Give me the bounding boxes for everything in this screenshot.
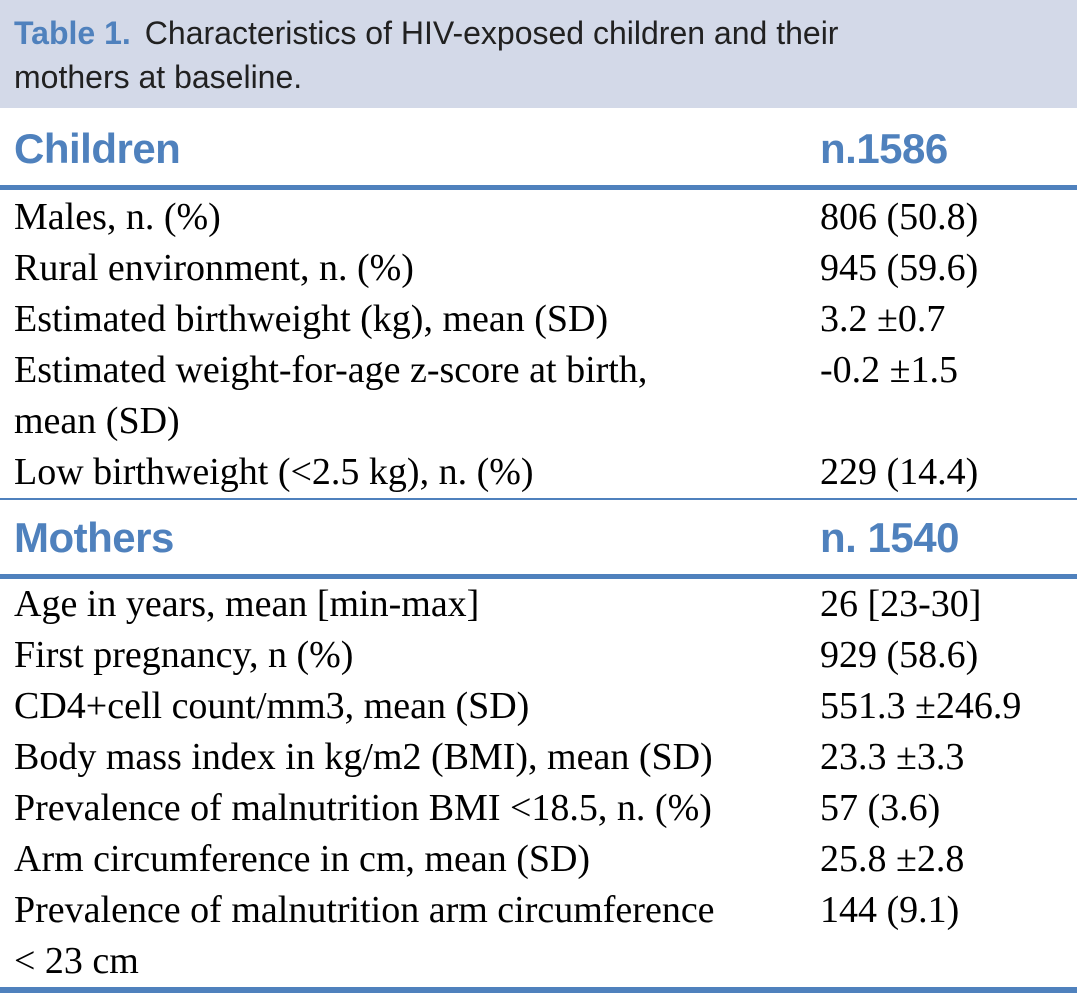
table-row: CD4+cell count/mm3, mean (SD) 551.3 ±246… bbox=[14, 681, 1077, 732]
row-label: Estimated weight-for-age z-score at birt… bbox=[14, 349, 648, 442]
row-value: 26 [23-30] bbox=[820, 583, 982, 625]
table-row: Body mass index in kg/m2 (BMI), mean (SD… bbox=[14, 732, 1077, 783]
table-caption: Table 1. Characteristics of HIV-exposed c… bbox=[0, 0, 1077, 108]
row-label: Estimated birthweight (kg), mean (SD) bbox=[14, 298, 609, 340]
table-row: Males, n. (%) 806 (50.8) bbox=[14, 192, 1077, 243]
row-value: 945 (59.6) bbox=[820, 247, 979, 289]
section-header-children: Children n.1586 bbox=[0, 108, 1077, 190]
table-row: Prevalence of malnutrition BMI <18.5, n.… bbox=[14, 783, 1077, 834]
row-value: 551.3 ±246.9 bbox=[820, 685, 1022, 727]
section-title: Mothers bbox=[14, 514, 174, 561]
table-number-label: Table 1. bbox=[14, 15, 131, 51]
table-row: First pregnancy, n (%) 929 (58.6) bbox=[14, 630, 1077, 681]
row-label: Prevalence of malnutrition BMI <18.5, n.… bbox=[14, 787, 712, 829]
section-title: Children bbox=[14, 125, 181, 172]
section-header-mothers: Mothers n. 1540 bbox=[0, 500, 1077, 579]
table-bottom-rule bbox=[0, 987, 1077, 993]
mothers-rows: Age in years, mean [min-max] 26 [23-30] … bbox=[0, 579, 1077, 987]
row-label: Males, n. (%) bbox=[14, 196, 221, 238]
row-value: 25.8 ±2.8 bbox=[820, 838, 965, 880]
row-label: Low birthweight (<2.5 kg), n. (%) bbox=[14, 451, 534, 493]
table-row: Prevalence of malnutrition arm circumfer… bbox=[14, 885, 1077, 987]
row-value: 144 (9.1) bbox=[820, 889, 960, 931]
row-label: CD4+cell count/mm3, mean (SD) bbox=[14, 685, 530, 727]
table-row: Rural environment, n. (%) 945 (59.6) bbox=[14, 243, 1077, 294]
row-value: 229 (14.4) bbox=[820, 451, 979, 493]
section-count: n.1586 bbox=[820, 125, 948, 172]
row-label: Age in years, mean [min-max] bbox=[14, 583, 480, 625]
row-value: 3.2 ±0.7 bbox=[820, 298, 946, 340]
table-row: Low birthweight (<2.5 kg), n. (%) 229 (1… bbox=[14, 447, 1077, 498]
table-row: Estimated weight-for-age z-score at birt… bbox=[14, 345, 1077, 447]
row-label: First pregnancy, n (%) bbox=[14, 634, 354, 676]
table-caption-text: Characteristics of HIV-exposed children … bbox=[14, 15, 839, 95]
row-value: 23.3 ±3.3 bbox=[820, 736, 965, 778]
table-row: Estimated birthweight (kg), mean (SD) 3.… bbox=[14, 294, 1077, 345]
row-label: Body mass index in kg/m2 (BMI), mean (SD… bbox=[14, 736, 713, 778]
table-row: Age in years, mean [min-max] 26 [23-30] bbox=[14, 579, 1077, 630]
section-count: n. 1540 bbox=[820, 514, 959, 561]
row-label: Rural environment, n. (%) bbox=[14, 247, 414, 289]
children-rows: Males, n. (%) 806 (50.8) Rural environme… bbox=[0, 190, 1077, 500]
table-row: Arm circumference in cm, mean (SD) 25.8 … bbox=[14, 834, 1077, 885]
row-label: Prevalence of malnutrition arm circumfer… bbox=[14, 889, 715, 982]
row-value: 806 (50.8) bbox=[820, 196, 979, 238]
row-value: 929 (58.6) bbox=[820, 634, 979, 676]
row-label: Arm circumference in cm, mean (SD) bbox=[14, 838, 591, 880]
row-value: 57 (3.6) bbox=[820, 787, 941, 829]
row-value: -0.2 ±1.5 bbox=[820, 349, 959, 391]
